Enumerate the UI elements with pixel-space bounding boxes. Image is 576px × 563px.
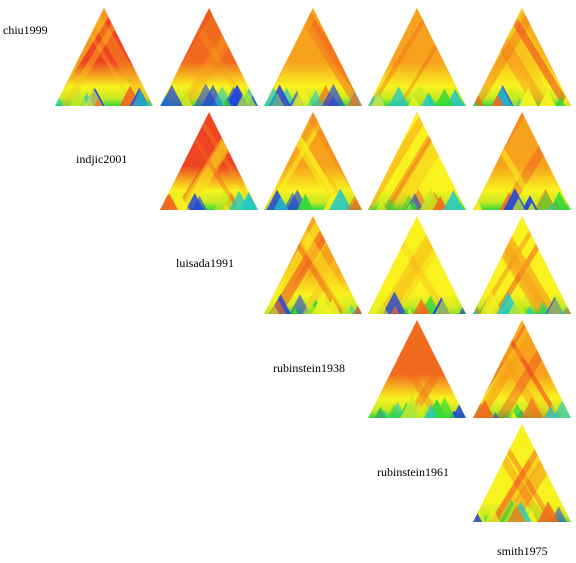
keyscape-triangle-r0-c1 <box>160 8 258 106</box>
keyscape-triangle-r0-c0 <box>55 8 153 106</box>
label-rubinstein1938: rubinstein1938 <box>273 361 345 375</box>
keyscape-triangle-r1-c1 <box>160 112 258 210</box>
keyscape-triangle-r3-c3 <box>368 320 466 418</box>
keyscape-triangle-r2-c3 <box>368 216 466 314</box>
label-chiu1999: chiu1999 <box>3 23 48 37</box>
label-indjic2001: indjic2001 <box>76 152 128 166</box>
keyscape-triangle-r0-c3 <box>368 8 466 106</box>
label-rubinstein1961: rubinstein1961 <box>377 465 449 479</box>
keyscape-triangle-r1-c2 <box>264 112 362 210</box>
keyscape-triangle-r3-c4 <box>473 320 571 418</box>
label-luisada1991: luisada1991 <box>176 256 234 270</box>
keyscape-triangle-r0-c2 <box>264 8 362 106</box>
keyscape-triangle-r1-c3 <box>368 112 466 210</box>
keyscape-triangle-r0-c4 <box>473 8 571 106</box>
label-smith1975: smith1975 <box>497 544 548 558</box>
keyscape-triangle-r1-c4 <box>473 112 571 210</box>
keyscape-triangle-r4-c4 <box>473 424 571 522</box>
keyscape-triangle-r2-c4 <box>473 216 571 314</box>
keyscape-triangle-r2-c2 <box>264 216 362 314</box>
